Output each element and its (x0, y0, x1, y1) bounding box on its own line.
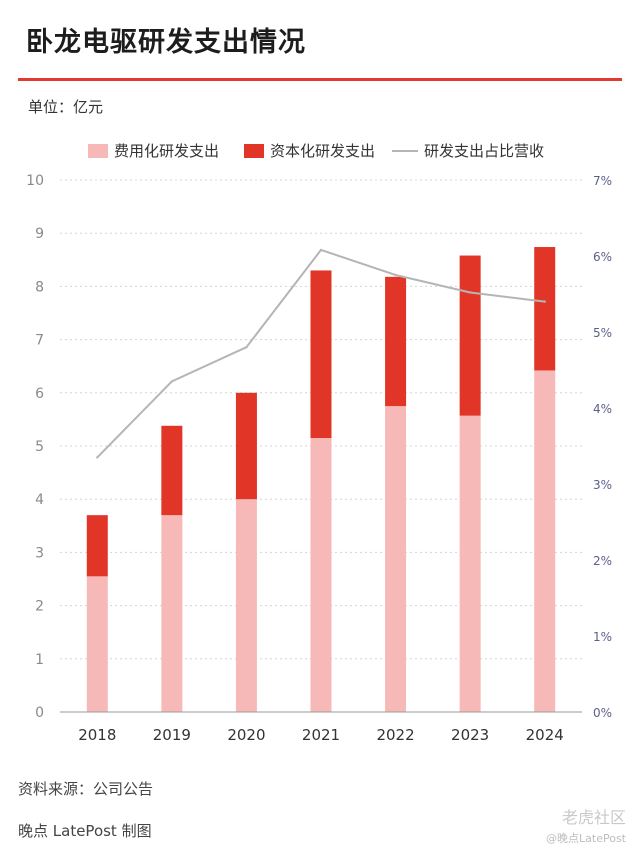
y-tick-left: 9 (35, 226, 44, 242)
legend-swatch-ratio (392, 149, 418, 152)
rd-spending-chart: 0 1 2 3 4 5 6 7 8 9 10 0% 1% 2% 3% 4% 5% 6% 7% 2018 2019 2020… (26, 173, 612, 744)
x-tick-label: 2021 (302, 726, 340, 744)
y-tick-right: 1% (593, 630, 612, 644)
source-note: 资料来源：公司公告 (18, 780, 154, 798)
watermark-subtext: @晚点LatePost (546, 832, 626, 845)
bar-expensed (310, 438, 332, 712)
bar-capitalized (534, 247, 556, 371)
chart-legend: 费用化研发支出 资本化研发支出 研发支出占比营收 (0, 140, 640, 164)
axes: 0 1 2 3 4 5 6 7 8 9 10 0% 1% 2% 3% 4% 5% 6% 7% 2018 2019 2020… (26, 173, 612, 744)
bar-expensed (235, 499, 257, 712)
y-tick-left: 10 (26, 173, 44, 189)
y-tick-left: 4 (35, 492, 44, 508)
legend-item-ratio: 研发支出占比营收 (392, 140, 544, 161)
bar-expensed (86, 576, 108, 712)
legend-label-ratio: 研发支出占比营收 (424, 142, 545, 160)
page-title: 卧龙电驱研发支出情况 (26, 27, 306, 58)
credit-note: 晚点 LatePost 制图 (18, 822, 152, 840)
y-tick-right: 7% (593, 174, 612, 188)
bar-expensed (534, 370, 556, 712)
bar-series (86, 247, 556, 712)
y-tick-left: 8 (35, 279, 44, 295)
y-tick-right: 3% (593, 478, 612, 492)
legend-label-expensed: 费用化研发支出 (114, 142, 220, 160)
y-tick-left: 3 (35, 545, 44, 561)
unit-label: 单位：亿元 (28, 98, 104, 116)
bar-capitalized (235, 392, 257, 500)
y-tick-right: 2% (593, 554, 612, 568)
y-tick-left: 2 (35, 599, 44, 615)
ratio-point (319, 248, 323, 252)
x-tick-label: 2023 (451, 726, 489, 744)
ratio-point (245, 346, 248, 349)
legend-label-capitalized: 资本化研发支出 (270, 142, 376, 160)
legend-swatch-capitalized (244, 143, 264, 158)
ratio-point (468, 291, 472, 294)
y-tick-right: 5% (593, 326, 612, 340)
watermark-text: 老虎社区 (561, 808, 626, 827)
y-tick-left: 1 (35, 652, 44, 668)
y-tick-left: 6 (35, 386, 44, 402)
bar-expensed (161, 515, 183, 712)
y-tick-right: 4% (593, 402, 612, 416)
x-tick-label: 2022 (376, 726, 414, 744)
ratio-point (170, 380, 174, 383)
bar-capitalized (86, 515, 108, 577)
y-tick-right: 0% (593, 706, 612, 720)
y-tick-left: 0 (35, 705, 44, 721)
ratio-point (543, 300, 546, 303)
bar-expensed (385, 406, 407, 712)
y-tick-left: 5 (35, 439, 44, 455)
x-tick-label: 2018 (78, 726, 116, 744)
x-tick-label: 2020 (227, 726, 265, 744)
y-tick-left: 7 (35, 333, 44, 349)
ratio-point (394, 273, 397, 277)
legend-item-expensed: 费用化研发支出 (88, 140, 219, 161)
legend-item-capitalized: 资本化研发支出 (244, 140, 375, 161)
bar-capitalized (161, 425, 183, 516)
bar-capitalized (310, 270, 332, 439)
x-tick-label: 2019 (153, 726, 191, 744)
bar-capitalized (385, 276, 407, 407)
ratio-point (96, 456, 99, 459)
bar-expensed (459, 415, 481, 712)
ratio-line-series (96, 248, 546, 459)
title-divider (18, 78, 622, 81)
x-tick-label: 2024 (526, 726, 564, 744)
legend-swatch-expensed (88, 143, 108, 158)
bar-capitalized (459, 255, 481, 416)
y-tick-right: 6% (593, 250, 612, 264)
